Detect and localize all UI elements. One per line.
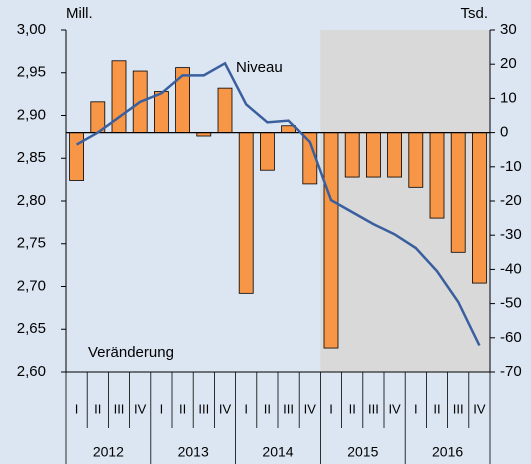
- x-tick-label: II: [433, 401, 440, 416]
- y2-tick-label: -50: [500, 295, 522, 312]
- x-tick-label: I: [160, 401, 164, 416]
- y2-axis-label: Tsd.: [460, 5, 488, 22]
- bar: [344, 132, 360, 178]
- x-tick-label: IV: [473, 401, 486, 416]
- x-tick-label: II: [94, 401, 101, 416]
- x-tick-label: II: [349, 401, 356, 416]
- y2-tick-label: -30: [500, 226, 522, 243]
- bar: [323, 132, 339, 349]
- y2-tick-label: -10: [500, 158, 522, 175]
- x-tick-label: IV: [134, 401, 147, 416]
- y-tick-label: 3,00: [17, 21, 46, 38]
- y2-tick-label: 0: [500, 124, 508, 141]
- y2-tick-label: 10: [500, 89, 517, 106]
- bar: [238, 132, 254, 294]
- y-tick-label: 2,90: [17, 106, 46, 123]
- y2-tick-label: 20: [500, 55, 517, 72]
- x-tick-label: II: [179, 401, 186, 416]
- bar: [217, 87, 233, 133]
- series-label: Niveau: [236, 59, 283, 76]
- x-tick-label: II: [264, 401, 271, 416]
- x-tick-label: I: [414, 401, 418, 416]
- x-tick-label: III: [453, 401, 464, 416]
- x-tick-label: IV: [304, 401, 317, 416]
- bar: [387, 132, 402, 178]
- x-tick-label: III: [368, 401, 379, 416]
- x-tick-label: III: [114, 401, 125, 416]
- year-label: 2014: [262, 444, 293, 460]
- y-tick-label: 2,85: [17, 149, 46, 166]
- year-label: 2012: [93, 444, 124, 460]
- y2-tick-label: -60: [500, 329, 522, 346]
- y-tick-label: 2,60: [17, 363, 46, 380]
- x-tick-label: I: [329, 401, 333, 416]
- x-tick-label: III: [198, 401, 209, 416]
- year-label: 2013: [178, 444, 209, 460]
- x-tick-label: IV: [388, 401, 401, 416]
- bar: [450, 132, 466, 253]
- y2-tick-label: -20: [500, 192, 522, 209]
- x-tick-label: IV: [219, 401, 232, 416]
- y-tick-label: 2,75: [17, 235, 46, 252]
- y2-tick-label: 30: [500, 21, 517, 38]
- line: [75, 61, 481, 347]
- x-tick-label: I: [75, 401, 79, 416]
- y2-tick-label: -40: [500, 260, 522, 277]
- bar: [429, 132, 445, 219]
- year-label: 2016: [432, 444, 463, 460]
- bar: [260, 132, 275, 171]
- bar: [472, 132, 487, 284]
- year-label: 2015: [347, 444, 378, 460]
- y-tick-label: 2,80: [17, 192, 46, 209]
- x-tick-label: I: [244, 401, 248, 416]
- series-label: Veränderung: [88, 344, 174, 361]
- bar: [408, 132, 424, 188]
- bar: [175, 67, 190, 134]
- y-axis-label: Mill.: [66, 5, 93, 22]
- y2-tick-label: -70: [500, 363, 522, 380]
- bar: [154, 91, 169, 133]
- bar: [366, 132, 381, 178]
- y-tick-label: 2,70: [17, 277, 46, 294]
- bar: [69, 132, 84, 181]
- y-tick-label: 2,65: [17, 320, 46, 337]
- x-tick-label: III: [283, 401, 294, 416]
- y-tick-label: 2,95: [17, 64, 46, 81]
